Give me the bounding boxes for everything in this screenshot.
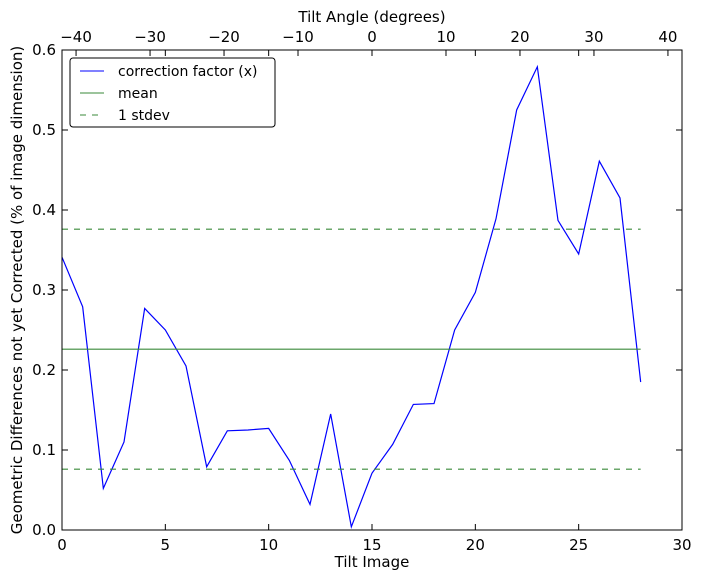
x-axis-label: Tilt Image	[334, 553, 410, 571]
x-tick-label: 0	[57, 536, 67, 554]
top-tick-label: 0	[367, 28, 377, 46]
x-tick-label: 5	[161, 536, 171, 554]
top-tick-label: 40	[658, 28, 677, 46]
y-tick-label: 0.1	[32, 441, 56, 459]
legend: correction factor (x) mean 1 stdev	[70, 58, 275, 127]
y-tick-label: 0.2	[32, 361, 56, 379]
x-tick-label: 25	[569, 536, 588, 554]
legend-label-correction: correction factor (x)	[118, 64, 257, 80]
top-tick-label: −10	[282, 28, 314, 46]
top-tick-label: −40	[60, 28, 92, 46]
top-tick-label: 10	[436, 28, 455, 46]
x-tick-label: 10	[259, 536, 278, 554]
top-axis-label: Tilt Angle (degrees)	[297, 8, 445, 26]
y-axis-label: Geometric Differences not yet Corrected …	[8, 46, 26, 535]
top-tick-label: −30	[134, 28, 166, 46]
x-tick-label: 30	[672, 536, 691, 554]
y-tick-label: 0.5	[32, 121, 56, 139]
y-tick-label: 0.6	[32, 41, 56, 59]
series-group	[62, 67, 641, 527]
top-tick-label: 30	[584, 28, 603, 46]
series-correction-factor-x	[62, 67, 641, 527]
x-tick-label: 20	[466, 536, 485, 554]
y-tick-label: 0.4	[32, 201, 56, 219]
x-tick-label: 15	[362, 536, 381, 554]
top-tick-label: 20	[510, 28, 529, 46]
top-axis-ticks: −40 −30 −20 −10 0 10 20 30 40	[60, 28, 677, 56]
y-tick-label: 0.0	[32, 521, 56, 539]
legend-label-mean: mean	[118, 86, 158, 102]
top-tick-label: −20	[208, 28, 240, 46]
legend-label-stdev: 1 stdev	[118, 108, 170, 124]
y-tick-label: 0.3	[32, 281, 56, 299]
